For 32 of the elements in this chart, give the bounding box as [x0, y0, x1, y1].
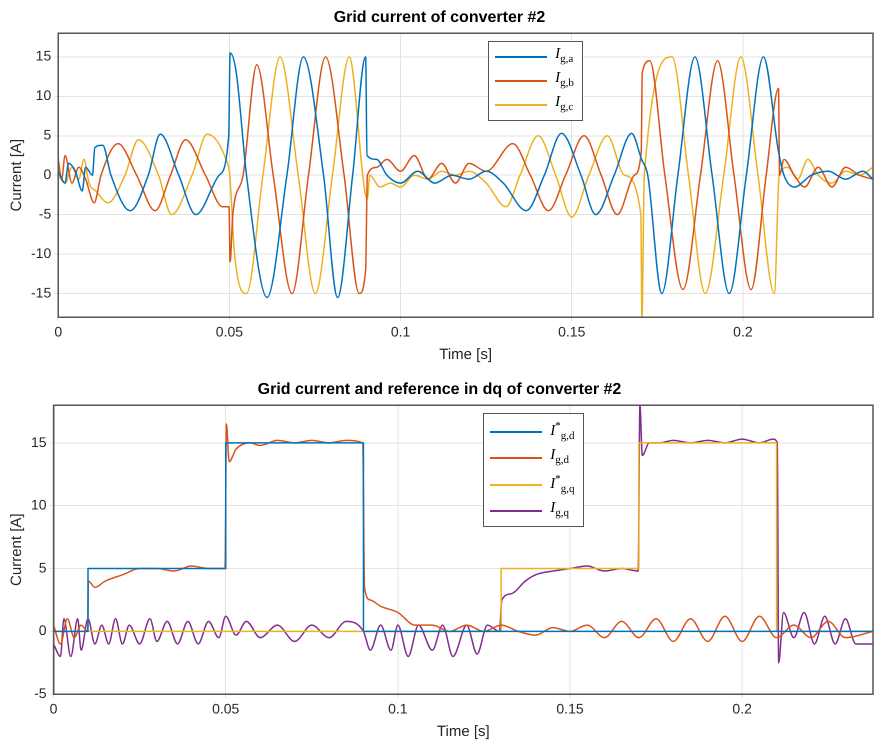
x-tick-label: 0.05: [216, 323, 244, 340]
y-tick-label: 10: [36, 87, 52, 104]
x-tick-label: 0.1: [390, 323, 411, 340]
chart-title: Grid current and reference in dq of converter #2: [258, 381, 622, 398]
x-axis-title: Time [s]: [439, 346, 492, 364]
x-tick-label: 0.2: [733, 323, 753, 340]
x-tick-label: 0.05: [212, 700, 240, 716]
legend-label: I$_{g,d}$: [550, 446, 570, 468]
y-tick-label: 15: [30, 434, 47, 450]
y-tick-label: 15: [36, 48, 52, 64]
y-tick-label: 0: [43, 166, 52, 182]
legend-label: I$_{g,b}$: [555, 69, 574, 92]
y-tick-label: 5: [38, 559, 47, 576]
y-tick-label: 0: [38, 622, 47, 638]
x-tick-label: 0.1: [388, 700, 408, 716]
legend-label: I$_{g,a}$: [555, 45, 574, 68]
y-tick-label: 10: [30, 496, 47, 513]
y-tick-label: -15: [31, 284, 52, 300]
chart-title: Grid current of converter #2: [334, 9, 546, 26]
x-axis-title: Time [s]: [436, 723, 490, 740]
legend-label: I$_{g,c}$: [555, 93, 574, 116]
x-tick-label: 0.2: [732, 700, 752, 716]
y-tick-label: 5: [43, 126, 52, 143]
legend-label: I$_{g,q}$: [550, 499, 570, 522]
y-axis-title: Current [A]: [8, 513, 26, 586]
y-axis-title: Current [A]: [8, 138, 26, 212]
y-tick-label: -10: [31, 244, 52, 261]
x-tick-label: 0: [54, 323, 62, 340]
x-tick-label: 0.15: [556, 700, 584, 716]
y-tick-label: -5: [38, 206, 52, 222]
x-tick-label: 0.15: [558, 323, 586, 340]
y-tick-label: -5: [34, 685, 47, 702]
